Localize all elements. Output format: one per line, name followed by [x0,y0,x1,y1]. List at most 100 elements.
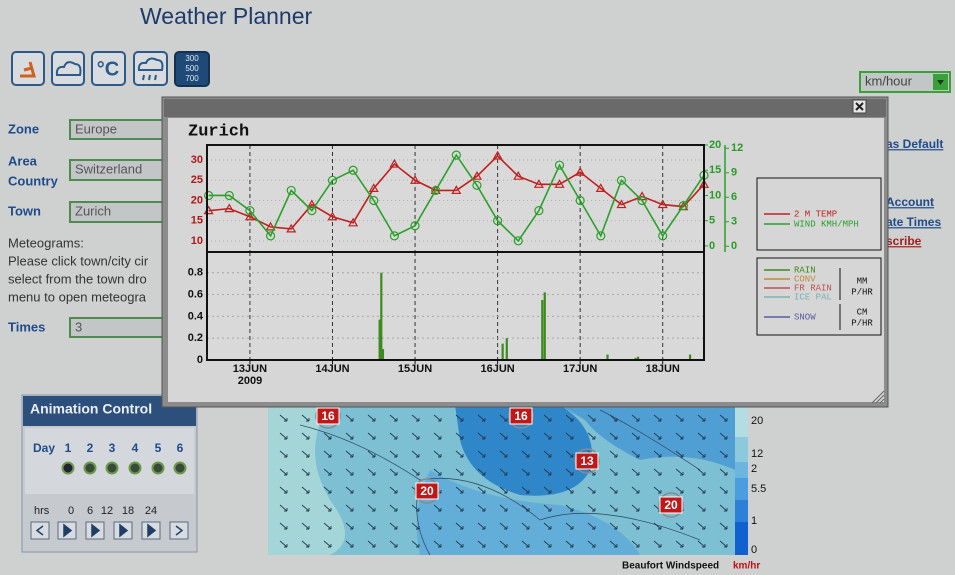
point-marker [575,195,585,206]
y-tick-label: 0.8 [188,267,203,279]
level-label: 500 [185,64,199,73]
point-marker [245,206,255,216]
day-radio[interactable] [61,461,75,475]
wind-arrow [301,486,310,494]
wind-arrow [565,540,574,548]
point-marker [368,183,379,192]
wind-arrow [543,540,552,548]
wind-arrow [411,504,420,512]
wind-arrow [477,432,486,440]
bar [688,354,692,360]
link[interactable]: Account [886,195,934,209]
city-badge[interactable] [415,482,439,500]
wind-arrow [455,486,464,494]
hour-number: 12 [101,505,113,517]
day-radio[interactable] [173,461,187,475]
link[interactable]: ate Times [886,215,941,229]
x-tick-label: 17JUN [563,363,597,375]
wind-arrow [719,468,728,476]
wind-arrow [301,468,310,476]
y-tick-label: 25 [191,174,203,186]
city-badge[interactable] [659,496,683,514]
link[interactable]: scribe [886,234,922,248]
legend-label: WIND KMH/MPH [794,219,859,229]
wind-arrow [345,522,354,530]
bar [505,338,508,360]
wind-arrow [675,522,684,530]
icon-button[interactable] [174,51,210,87]
wind-arrow [279,414,288,422]
times-input[interactable] [69,317,171,338]
point-marker [493,216,503,226]
wind-arrow [631,468,640,476]
day-label: Day [33,441,55,455]
point-marker [616,175,627,185]
x-tick-label: 15JUN [398,363,432,375]
wind-arrow [323,540,332,548]
city-value: 20 [420,484,434,498]
town-label: Town [8,203,41,218]
city-value: 13 [580,454,594,468]
wind-arrow [367,414,376,422]
legend-label: CONV [794,274,816,284]
day-radio[interactable] [151,461,165,475]
day-radio[interactable] [105,461,119,475]
bar [378,319,381,360]
legend-label: FR RAIN [794,283,832,293]
city-ring [414,478,440,504]
unit-select[interactable] [859,71,951,93]
town-value: Zurich [75,203,111,218]
point-marker [637,195,647,206]
control-button[interactable] [169,521,189,540]
button-glyph [63,523,73,538]
wind-arrow [323,468,332,476]
year-label: 2009 [238,375,262,387]
wind-arrow [301,414,310,422]
wind-arrow [279,450,288,458]
y-tick-label: 10 [191,235,203,247]
wind-arrow [367,504,376,512]
wind-arrow [279,522,288,530]
wind-arrow [719,432,728,440]
city-badge[interactable] [316,407,340,425]
city-badge[interactable] [575,452,599,470]
wind-arrow [477,486,486,494]
wind-arrow [301,522,310,530]
day-radio[interactable] [83,461,97,475]
unit-value: km/hour [865,73,913,88]
wind-arrow [433,414,442,422]
control-button[interactable] [30,521,50,540]
wind-arrow [697,504,706,512]
wind-arrow [609,486,618,494]
city-badge[interactable] [509,407,533,425]
wind-arrow [477,450,486,458]
wind-arrow [389,486,398,494]
wind-arrow [279,468,288,476]
wind-arrow [455,414,464,422]
wind-arrow [675,450,684,458]
unit-label: P/HR [851,318,873,328]
wind-arrow [697,450,706,458]
link[interactable]: as Default [886,137,943,151]
bar [634,357,637,360]
zone-label: Zone [8,121,39,136]
wind-arrow [477,540,486,548]
y3-tick-label: 12 [731,142,743,154]
panel-title: Animation Control [30,401,152,417]
day-radio[interactable] [128,461,142,475]
day-number: 1 [65,441,72,455]
wind-arrow [565,468,574,476]
y-tick-label: 30 [191,154,203,166]
wind-arrow [455,450,464,458]
wind-arrow [521,504,530,512]
level-label: 700 [185,74,199,83]
meteogram-title: Zurich [188,122,249,141]
point-marker [596,231,606,241]
hour-number: 0 [68,505,74,517]
wind-arrow [631,504,640,512]
icon-button[interactable] [51,51,85,86]
wind-arrow [521,540,530,548]
wind-arrow [345,504,354,512]
day-number: 4 [132,441,139,455]
icon-button[interactable] [91,51,126,86]
